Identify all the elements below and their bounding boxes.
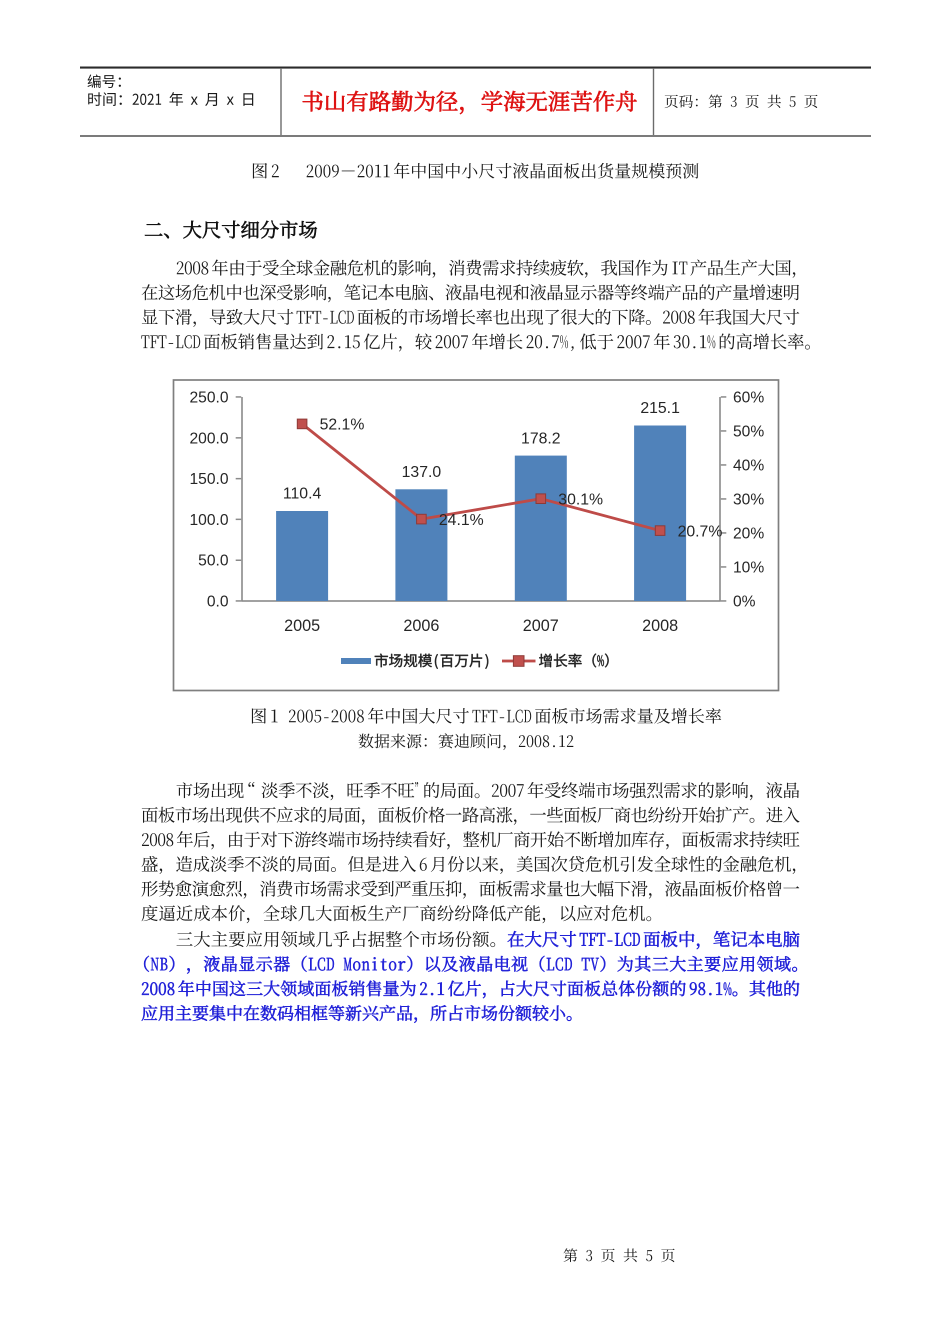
svg-text:2006: 2006 [403,617,439,635]
svg-text:40%: 40% [733,458,764,475]
svg-text:2008: 2008 [642,617,678,635]
svg-text:178.2: 178.2 [521,430,561,447]
svg-text:2007: 2007 [523,617,559,635]
svg-text:24.1%: 24.1% [439,512,484,529]
svg-text:52.1%: 52.1% [320,417,365,434]
svg-text:60%: 60% [733,390,764,407]
svg-text:50.0: 50.0 [198,553,229,570]
svg-text:50%: 50% [733,424,764,441]
svg-text:20%: 20% [733,526,764,543]
svg-text:0%: 0% [733,594,756,611]
svg-text:30.1%: 30.1% [558,491,603,508]
svg-text:137.0: 137.0 [402,464,442,481]
svg-text:2005: 2005 [284,617,320,635]
svg-text:0.0: 0.0 [207,594,229,611]
svg-text:110.4: 110.4 [283,486,322,503]
svg-text:10%: 10% [733,560,764,577]
svg-text:200.0: 200.0 [189,430,228,447]
svg-text:215.1: 215.1 [640,400,680,417]
svg-text:100.0: 100.0 [189,512,228,529]
svg-text:250.0: 250.0 [189,390,228,407]
svg-text:20.7%: 20.7% [678,523,723,540]
svg-text:150.0: 150.0 [189,471,228,488]
svg-text:30%: 30% [733,492,764,509]
